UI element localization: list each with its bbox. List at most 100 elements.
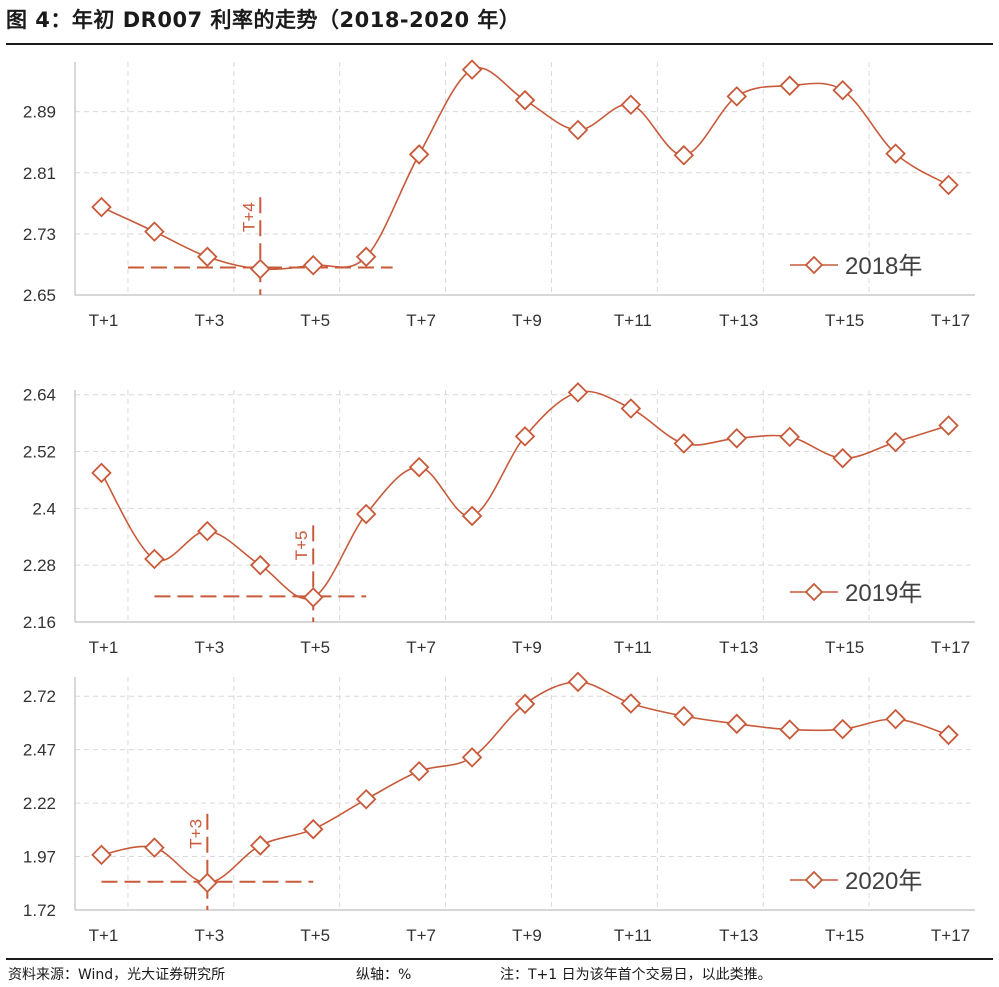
x-tick-label: T+1	[89, 311, 119, 330]
data-point-marker	[620, 693, 642, 714]
x-tick-label: T+5	[300, 926, 330, 945]
data-point-marker	[250, 258, 271, 280]
footer-rule	[6, 958, 993, 960]
x-tick-label: T+1	[89, 926, 119, 945]
x-tick-label: T+5	[300, 311, 330, 330]
data-point-marker	[461, 505, 483, 527]
data-point-marker	[408, 456, 430, 478]
x-tick-label: T+1	[89, 638, 119, 657]
title-rule	[6, 43, 993, 45]
data-point-marker	[567, 119, 589, 141]
x-tick-label: T+3	[194, 926, 224, 945]
x-tick-label: T+11	[614, 638, 652, 657]
legend-marker	[804, 870, 824, 890]
unit-note: 纵轴：%	[356, 967, 412, 983]
x-tick-label: T+15	[825, 926, 864, 945]
annotation-label: T+3	[186, 819, 205, 849]
x-tick-label: T+5	[300, 638, 330, 657]
legend-label: 2020年	[845, 868, 922, 895]
legend-marker	[804, 582, 824, 602]
chart-panel-3: 1.72 1.97 2.22 2.47 2.72 T+1 T+3 T+5 T+7 T+9 T+11 T…	[23, 671, 975, 945]
data-point-marker	[514, 426, 536, 447]
data-point-marker	[832, 447, 853, 469]
data-point-marker	[832, 79, 853, 101]
data-point-marker	[726, 713, 748, 735]
x-tick-label: T+11	[614, 926, 652, 945]
data-point-marker	[250, 835, 271, 856]
y-tick-label: 2.28	[23, 556, 56, 575]
x-tick-label: T+3	[194, 638, 224, 657]
data-point-marker	[91, 196, 112, 218]
data-point-marker	[620, 398, 642, 419]
data-point-marker	[461, 747, 483, 768]
series-line	[100, 390, 949, 600]
y-tick-label: 2.4	[32, 499, 56, 518]
y-tick-label: 2.47	[23, 741, 56, 760]
data-point-marker	[938, 724, 959, 746]
x-tick-label: T+3	[194, 311, 224, 330]
y-tick-label: 2.64	[23, 386, 56, 405]
data-point-marker	[408, 760, 430, 782]
chart-panel-2: 2.16 2.28 2.4 2.52 2.64 T+1 T+3 T+5 T+7 T+9 T+11 T+…	[23, 382, 975, 657]
data-point-marker	[514, 89, 536, 111]
data-point-marker	[461, 59, 483, 80]
y-tick-label: 2.52	[23, 443, 56, 462]
x-tick-label: T+11	[614, 311, 652, 330]
data-point-marker	[250, 554, 271, 576]
data-point-marker	[673, 144, 695, 166]
y-tick-label: 2.72	[23, 687, 56, 706]
data-point-marker	[779, 426, 800, 448]
x-tick-label: T+9	[512, 926, 542, 945]
data-point-marker	[885, 431, 906, 453]
x-tick-label: T+13	[719, 638, 758, 657]
x-tick-label: T+17	[931, 926, 970, 945]
legend-label: 2019年	[845, 580, 922, 607]
x-tick-label: T+7	[406, 926, 436, 945]
data-point-marker	[567, 671, 589, 693]
data-point-marker	[144, 837, 165, 858]
data-point-marker	[197, 520, 218, 542]
x-tick-label: T+17	[931, 638, 970, 657]
data-point-marker	[567, 382, 589, 403]
data-point-marker	[197, 872, 218, 894]
data-point-marker	[885, 143, 906, 164]
data-point-marker	[355, 503, 377, 525]
x-tick-label: T+15	[825, 311, 864, 330]
x-tick-label: T+9	[512, 311, 542, 330]
annotation-label: T+4	[239, 202, 258, 232]
x-tick-label: T+7	[406, 311, 436, 330]
legend-label: 2018年	[845, 253, 922, 280]
data-point-marker	[726, 428, 748, 449]
data-point-marker	[726, 86, 748, 107]
data-point-marker	[938, 174, 959, 196]
x-tick-label: T+15	[825, 638, 864, 657]
x-tick-label: T+7	[406, 638, 436, 657]
y-tick-label: 2.81	[23, 164, 56, 183]
y-tick-label: 1.72	[23, 901, 56, 920]
data-point-marker	[302, 587, 324, 608]
y-tick-label: 1.97	[23, 848, 56, 867]
data-point-marker	[91, 844, 112, 866]
data-point-marker	[91, 462, 112, 484]
data-point-marker	[144, 221, 165, 242]
annotation-label: T+5	[292, 531, 311, 561]
legend-marker	[804, 255, 824, 275]
data-point-marker	[779, 719, 800, 740]
data-point-marker	[408, 144, 430, 165]
data-point-marker	[302, 254, 324, 276]
x-tick-label: T+9	[512, 638, 542, 657]
source-note: 资料来源：Wind，光大证券研究所	[8, 967, 226, 983]
x-tick-label: T+17	[931, 311, 970, 330]
data-point-marker	[302, 818, 324, 840]
data-point-marker	[514, 693, 536, 715]
y-tick-label: 2.22	[23, 794, 56, 813]
data-point-marker	[144, 548, 165, 570]
chart-title: 图 4：年初 DR007 利率的走势（2018-2020 年）	[6, 8, 521, 32]
y-tick-label: 2.16	[23, 613, 56, 632]
data-point-marker	[355, 788, 377, 810]
x-tick-label: T+13	[719, 311, 758, 330]
data-point-marker	[620, 94, 642, 116]
chart-panel-1: 2.65 2.73 2.81 2.89 T+1 T+3 T+5 T+7 T+9 T+11 T+13 T…	[23, 59, 975, 330]
y-tick-label: 2.65	[23, 286, 56, 305]
